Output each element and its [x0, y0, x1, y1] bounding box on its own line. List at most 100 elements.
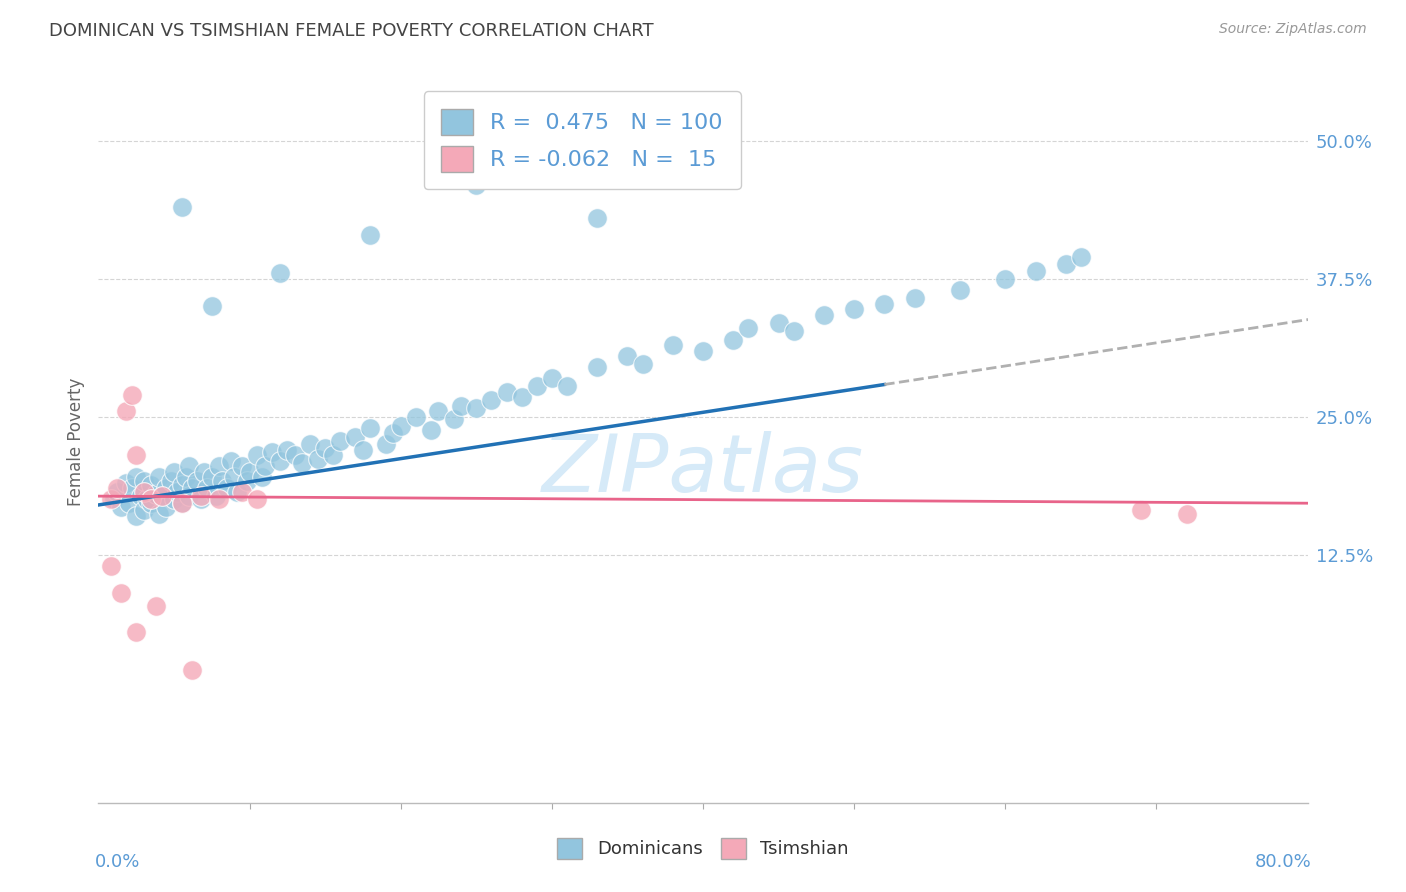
Point — [737, 321, 759, 335]
Point — [586, 360, 609, 375]
Point — [314, 441, 336, 455]
Point — [246, 492, 269, 507]
Legend: Dominicans, Tsimshian: Dominicans, Tsimshian — [550, 830, 856, 866]
Point — [181, 664, 204, 678]
Point — [262, 445, 284, 459]
Point — [195, 482, 218, 496]
Point — [110, 586, 132, 600]
Point — [481, 393, 503, 408]
Point — [360, 421, 382, 435]
Point — [125, 470, 148, 484]
Text: ZIPatlas: ZIPatlas — [541, 432, 865, 509]
Point — [661, 338, 683, 352]
Point — [231, 459, 253, 474]
Point — [783, 324, 806, 338]
Point — [224, 470, 246, 484]
Point — [291, 456, 314, 470]
Point — [141, 496, 163, 510]
Point — [246, 448, 269, 462]
Point — [150, 489, 173, 503]
Point — [118, 496, 141, 510]
Point — [844, 301, 866, 316]
Point — [179, 459, 201, 474]
Point — [994, 272, 1017, 286]
Point — [170, 496, 193, 510]
Point — [170, 478, 193, 492]
Point — [125, 624, 148, 639]
Point — [211, 474, 233, 488]
Point — [132, 484, 155, 499]
Point — [352, 442, 374, 457]
Point — [692, 343, 714, 358]
Point — [181, 482, 204, 496]
Point — [382, 426, 405, 441]
Point — [235, 474, 257, 488]
Point — [201, 300, 224, 314]
Point — [540, 371, 562, 385]
Point — [465, 178, 488, 192]
Point — [129, 489, 152, 503]
Point — [121, 482, 143, 496]
Point — [495, 385, 517, 400]
Point — [768, 316, 790, 330]
Point — [465, 401, 488, 415]
Point — [193, 465, 215, 479]
Point — [215, 482, 238, 496]
Point — [135, 492, 157, 507]
Point — [160, 474, 183, 488]
Point — [132, 474, 155, 488]
Point — [1175, 507, 1198, 521]
Point — [231, 484, 253, 499]
Point — [307, 451, 329, 466]
Text: Source: ZipAtlas.com: Source: ZipAtlas.com — [1219, 22, 1367, 37]
Point — [208, 492, 231, 507]
Point — [105, 482, 128, 496]
Point — [1024, 264, 1046, 278]
Point — [145, 599, 167, 614]
Point — [155, 500, 177, 515]
Y-axis label: Female Poverty: Female Poverty — [66, 377, 84, 506]
Point — [190, 492, 212, 507]
Point — [174, 470, 197, 484]
Point — [239, 465, 262, 479]
Point — [150, 489, 173, 503]
Point — [284, 448, 307, 462]
Point — [427, 404, 450, 418]
Point — [405, 409, 427, 424]
Point — [269, 454, 291, 468]
Point — [148, 507, 170, 521]
Point — [322, 448, 344, 462]
Text: DOMINICAN VS TSIMSHIAN FEMALE POVERTY CORRELATION CHART: DOMINICAN VS TSIMSHIAN FEMALE POVERTY CO… — [49, 22, 654, 40]
Point — [114, 475, 136, 490]
Point — [723, 333, 745, 347]
Point — [389, 418, 412, 433]
Text: 80.0%: 80.0% — [1254, 854, 1312, 871]
Point — [1130, 503, 1153, 517]
Point — [190, 489, 212, 503]
Point — [145, 487, 167, 501]
Point — [205, 489, 228, 503]
Point — [526, 379, 548, 393]
Point — [208, 459, 231, 474]
Point — [276, 442, 298, 457]
Point — [170, 200, 193, 214]
Point — [100, 558, 122, 573]
Point — [103, 492, 125, 507]
Point — [163, 465, 186, 479]
Point — [555, 379, 578, 393]
Point — [186, 474, 208, 488]
Point — [813, 308, 835, 322]
Point — [141, 478, 163, 492]
Point — [201, 470, 224, 484]
Point — [374, 437, 396, 451]
Point — [170, 496, 193, 510]
Point — [360, 227, 382, 242]
Point — [269, 266, 291, 280]
Point — [155, 482, 177, 496]
Point — [132, 503, 155, 517]
Point — [616, 349, 638, 363]
Point — [125, 508, 148, 523]
Point — [631, 357, 654, 371]
Point — [586, 211, 609, 226]
Point — [1054, 258, 1077, 272]
